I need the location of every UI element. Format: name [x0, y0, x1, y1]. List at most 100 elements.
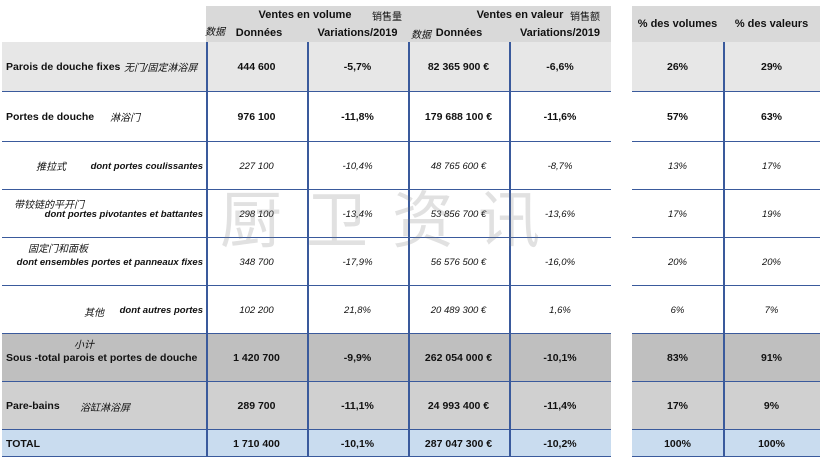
row-label: Portes de douche	[6, 111, 95, 123]
header-ventes-valeur: Ventes en valeur	[476, 9, 564, 21]
row-val: 262 054 000 €	[424, 352, 493, 364]
row-val: 20 489 300 €	[430, 304, 487, 316]
row-val: 48 765 600 €	[430, 160, 487, 172]
row-pct-vol: 57%	[666, 111, 688, 123]
table-row-pct	[632, 430, 820, 457]
col-divider	[509, 42, 511, 457]
header-ventes-volume-cn: 销售量	[372, 11, 402, 23]
row-val-var: -13,6%	[544, 208, 576, 220]
row-vol-var: -11,8%	[341, 111, 374, 123]
col-divider	[206, 42, 208, 457]
row-label: dont ensembles portes et panneaux fixes	[16, 256, 203, 268]
row-vol-var: -10,4%	[342, 160, 373, 172]
row-vol: 298 100	[239, 208, 274, 220]
table-row-pct	[632, 42, 820, 92]
row-vol: 102 200	[239, 304, 274, 316]
row-val-var: -6,6%	[546, 61, 574, 73]
row-label-cn: 带铰链的平开门	[14, 200, 84, 211]
row-label-cn: 淋浴门	[110, 113, 140, 124]
header-group-band	[206, 6, 611, 24]
row-val-var: -11,6%	[543, 111, 577, 123]
row-vol-var: -10,1%	[340, 437, 375, 450]
row-label-cn: 其他	[84, 308, 104, 319]
row-val: 56 576 500 €	[430, 256, 487, 268]
row-val-var: -11,4%	[543, 400, 577, 412]
row-vol-var: -13,4%	[342, 208, 373, 220]
header-ventes-valeur-cn: 销售额	[570, 11, 600, 23]
header-variations-1: Variations/2019	[317, 27, 398, 39]
row-vol: 1 420 700	[233, 352, 280, 364]
header-pct-volumes: % des volumes	[637, 18, 718, 30]
row-label: TOTAL	[6, 437, 41, 450]
row-label: dont portes pivotantes et battantes	[44, 208, 203, 220]
row-vol: 1 710 400	[233, 437, 280, 450]
row-val: 24 993 400 €	[427, 400, 490, 412]
row-pct-vol: 6%	[670, 304, 685, 316]
header-donnees-1: Données	[235, 27, 283, 39]
header-data-cn-1: 数据	[205, 26, 225, 38]
row-label-cn: 无门/固定淋浴屏	[124, 63, 198, 74]
row-pct-val: 100%	[758, 437, 785, 450]
row-pct-vol: 20%	[667, 256, 687, 268]
header-donnees-2: Données	[435, 27, 483, 39]
row-pct-val: 20%	[761, 256, 781, 268]
table-row-pct	[632, 92, 820, 142]
header-ventes-volume: Ventes en volume	[258, 9, 352, 21]
row-vol: 976 100	[237, 111, 276, 123]
row-vol: 289 700	[237, 400, 276, 412]
header-data-cn-2: 数据	[411, 29, 431, 41]
col-divider	[723, 42, 725, 457]
table-row-pct	[632, 382, 820, 430]
row-val-var: -8,7%	[547, 160, 573, 172]
row-val-var: -10,1%	[543, 352, 577, 364]
row-vol-var: -9,9%	[343, 352, 372, 364]
row-val-var: -16,0%	[544, 256, 576, 268]
row-label-cn: 固定门和面板	[28, 244, 88, 255]
gap-band	[613, 0, 629, 466]
table-row-pct	[632, 286, 820, 334]
row-pct-val: 19%	[761, 208, 781, 220]
header-col-band	[206, 24, 611, 42]
row-vol: 227 100	[239, 160, 274, 172]
row-pct-val: 17%	[761, 160, 781, 172]
row-label-cn: 推拉式	[36, 162, 66, 173]
table-row-pct	[632, 190, 820, 238]
row-val: 179 688 100 €	[424, 111, 493, 123]
table-row-pct	[632, 238, 820, 286]
row-val: 53 856 700 €	[430, 208, 487, 220]
col-divider	[307, 42, 309, 457]
row-pct-val: 29%	[760, 61, 782, 73]
row-pct-vol: 26%	[666, 61, 688, 73]
row-pct-vol: 17%	[667, 208, 687, 220]
row-vol-var: -5,7%	[343, 61, 372, 73]
row-val-var: 1,6%	[549, 304, 571, 316]
row-pct-val: 91%	[760, 352, 782, 364]
row-vol: 348 700	[239, 256, 274, 268]
table-row-pct	[632, 334, 820, 382]
row-pct-val: 7%	[764, 304, 779, 316]
row-pct-val: 9%	[763, 400, 780, 412]
row-val: 82 365 900 €	[427, 61, 490, 73]
row-pct-vol: 83%	[666, 352, 688, 364]
row-vol-var: -11,1%	[341, 400, 374, 412]
row-label: Sous -total parois et portes de douche	[6, 352, 198, 364]
row-vol-var: 21,8%	[344, 304, 371, 316]
row-pct-val: 63%	[760, 111, 782, 123]
row-pct-vol: 100%	[664, 437, 691, 450]
row-label-cn: 浴缸淋浴屏	[80, 403, 130, 414]
row-label-cn: 小计	[74, 340, 94, 351]
table-row-pct	[632, 142, 820, 190]
row-label: dont autres portes	[119, 304, 203, 316]
row-vol-var: -17,9%	[342, 256, 373, 268]
col-divider	[408, 42, 410, 457]
row-val-var: -10,2%	[543, 437, 577, 450]
header-variations-2: Variations/2019	[519, 27, 601, 39]
row-pct-vol: 13%	[667, 160, 687, 172]
row-pct-vol: 17%	[666, 400, 688, 412]
row-vol: 444 600	[237, 61, 276, 73]
header-pct-values: % des valeurs	[734, 18, 809, 30]
row-label: dont portes coulissantes	[90, 160, 203, 172]
row-label: Parois de douche fixes	[6, 61, 121, 73]
header-pct-band	[632, 6, 820, 42]
row-val: 287 047 300 €	[424, 437, 493, 450]
